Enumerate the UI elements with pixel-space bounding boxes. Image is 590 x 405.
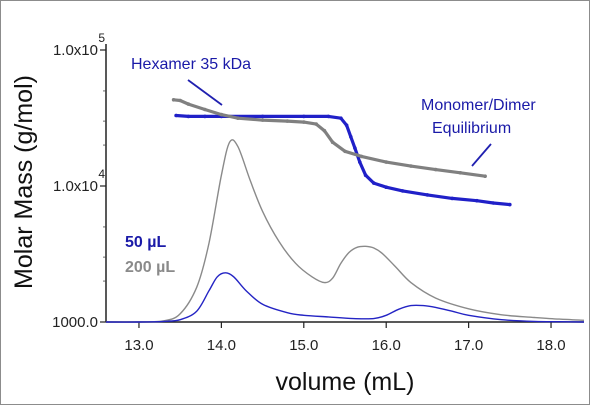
- annotation-hexamer: Hexamer 35 kDa: [131, 56, 251, 73]
- data-point: [314, 122, 319, 126]
- data-point: [236, 116, 240, 120]
- data-point: [203, 107, 207, 112]
- x-tick-label: 18.0: [536, 337, 565, 354]
- data-point: [260, 114, 265, 119]
- monomer-pointer-line: [471, 143, 492, 167]
- y-tick-exponent: 4: [98, 167, 105, 181]
- x-tick-label: 14.0: [207, 337, 236, 354]
- data-point: [302, 120, 306, 124]
- data-point: [433, 167, 438, 172]
- signal-trace: [105, 139, 585, 323]
- x-tick-label: 13.0: [124, 337, 153, 354]
- data-point: [384, 160, 389, 164]
- x-tick-label: 16.0: [372, 337, 401, 354]
- hexamer-pointer-line: [187, 79, 223, 106]
- y-tick-label: 1.0x10: [53, 42, 98, 59]
- labels: volume (mL) Molar Mass (g/mol) Hexamer 3…: [10, 56, 536, 396]
- data-point: [450, 196, 454, 201]
- legend-50ul: 50 µL: [125, 234, 166, 251]
- data-point: [458, 171, 463, 175]
- y-axis-title: Molar Mass (g/mol): [10, 75, 38, 289]
- annotation-monomer-dimer-line1: Monomer/Dimer: [421, 97, 536, 114]
- x-tick-label: 17.0: [454, 337, 483, 354]
- y-tick-label: 1000.0: [52, 314, 98, 331]
- data-point: [363, 173, 368, 177]
- annotation-monomer-dimer-line2: Equilibrium: [432, 120, 511, 137]
- data-point: [400, 189, 405, 193]
- data-point: [178, 98, 182, 103]
- data-point: [186, 102, 191, 106]
- x-axis-title: volume (mL): [276, 368, 415, 396]
- data-point: [285, 119, 290, 123]
- data-point: [339, 116, 343, 120]
- y-tick-exponent: 5: [98, 31, 105, 45]
- data-point: [219, 112, 224, 117]
- data-point: [174, 113, 178, 118]
- data-point: [359, 154, 364, 159]
- series-2: [105, 139, 585, 323]
- data-point: [483, 174, 487, 178]
- data-point: [425, 193, 430, 197]
- data-point: [508, 202, 512, 207]
- data-point: [353, 146, 357, 150]
- x-tick-label: 15.0: [289, 337, 318, 354]
- data-point: [372, 181, 376, 185]
- signal-trace: [105, 272, 585, 323]
- axes: 13.0 14.0 15.0 16.0 17.0 18.01000.01.0x1041.0…: [52, 31, 584, 354]
- data-point: [260, 118, 265, 122]
- series-3: [105, 272, 585, 323]
- data-point: [384, 185, 389, 189]
- data-point: [203, 114, 207, 119]
- data-point: [330, 140, 335, 144]
- data-point: [344, 123, 349, 127]
- data-point: [491, 201, 496, 205]
- legend-200ul: 200 µL: [125, 259, 175, 276]
- data-point: [171, 98, 176, 102]
- data-point: [186, 114, 191, 119]
- data-point: [475, 198, 479, 203]
- data-point: [343, 149, 347, 154]
- series-1: [171, 98, 487, 178]
- data-point: [302, 114, 306, 119]
- data-point: [322, 128, 327, 133]
- data-point: [349, 135, 353, 139]
- data-point: [409, 164, 413, 168]
- series-layer: [105, 98, 585, 323]
- data-point: [358, 160, 362, 164]
- data-point: [326, 114, 331, 119]
- y-tick-label: 1.0x10: [53, 178, 98, 195]
